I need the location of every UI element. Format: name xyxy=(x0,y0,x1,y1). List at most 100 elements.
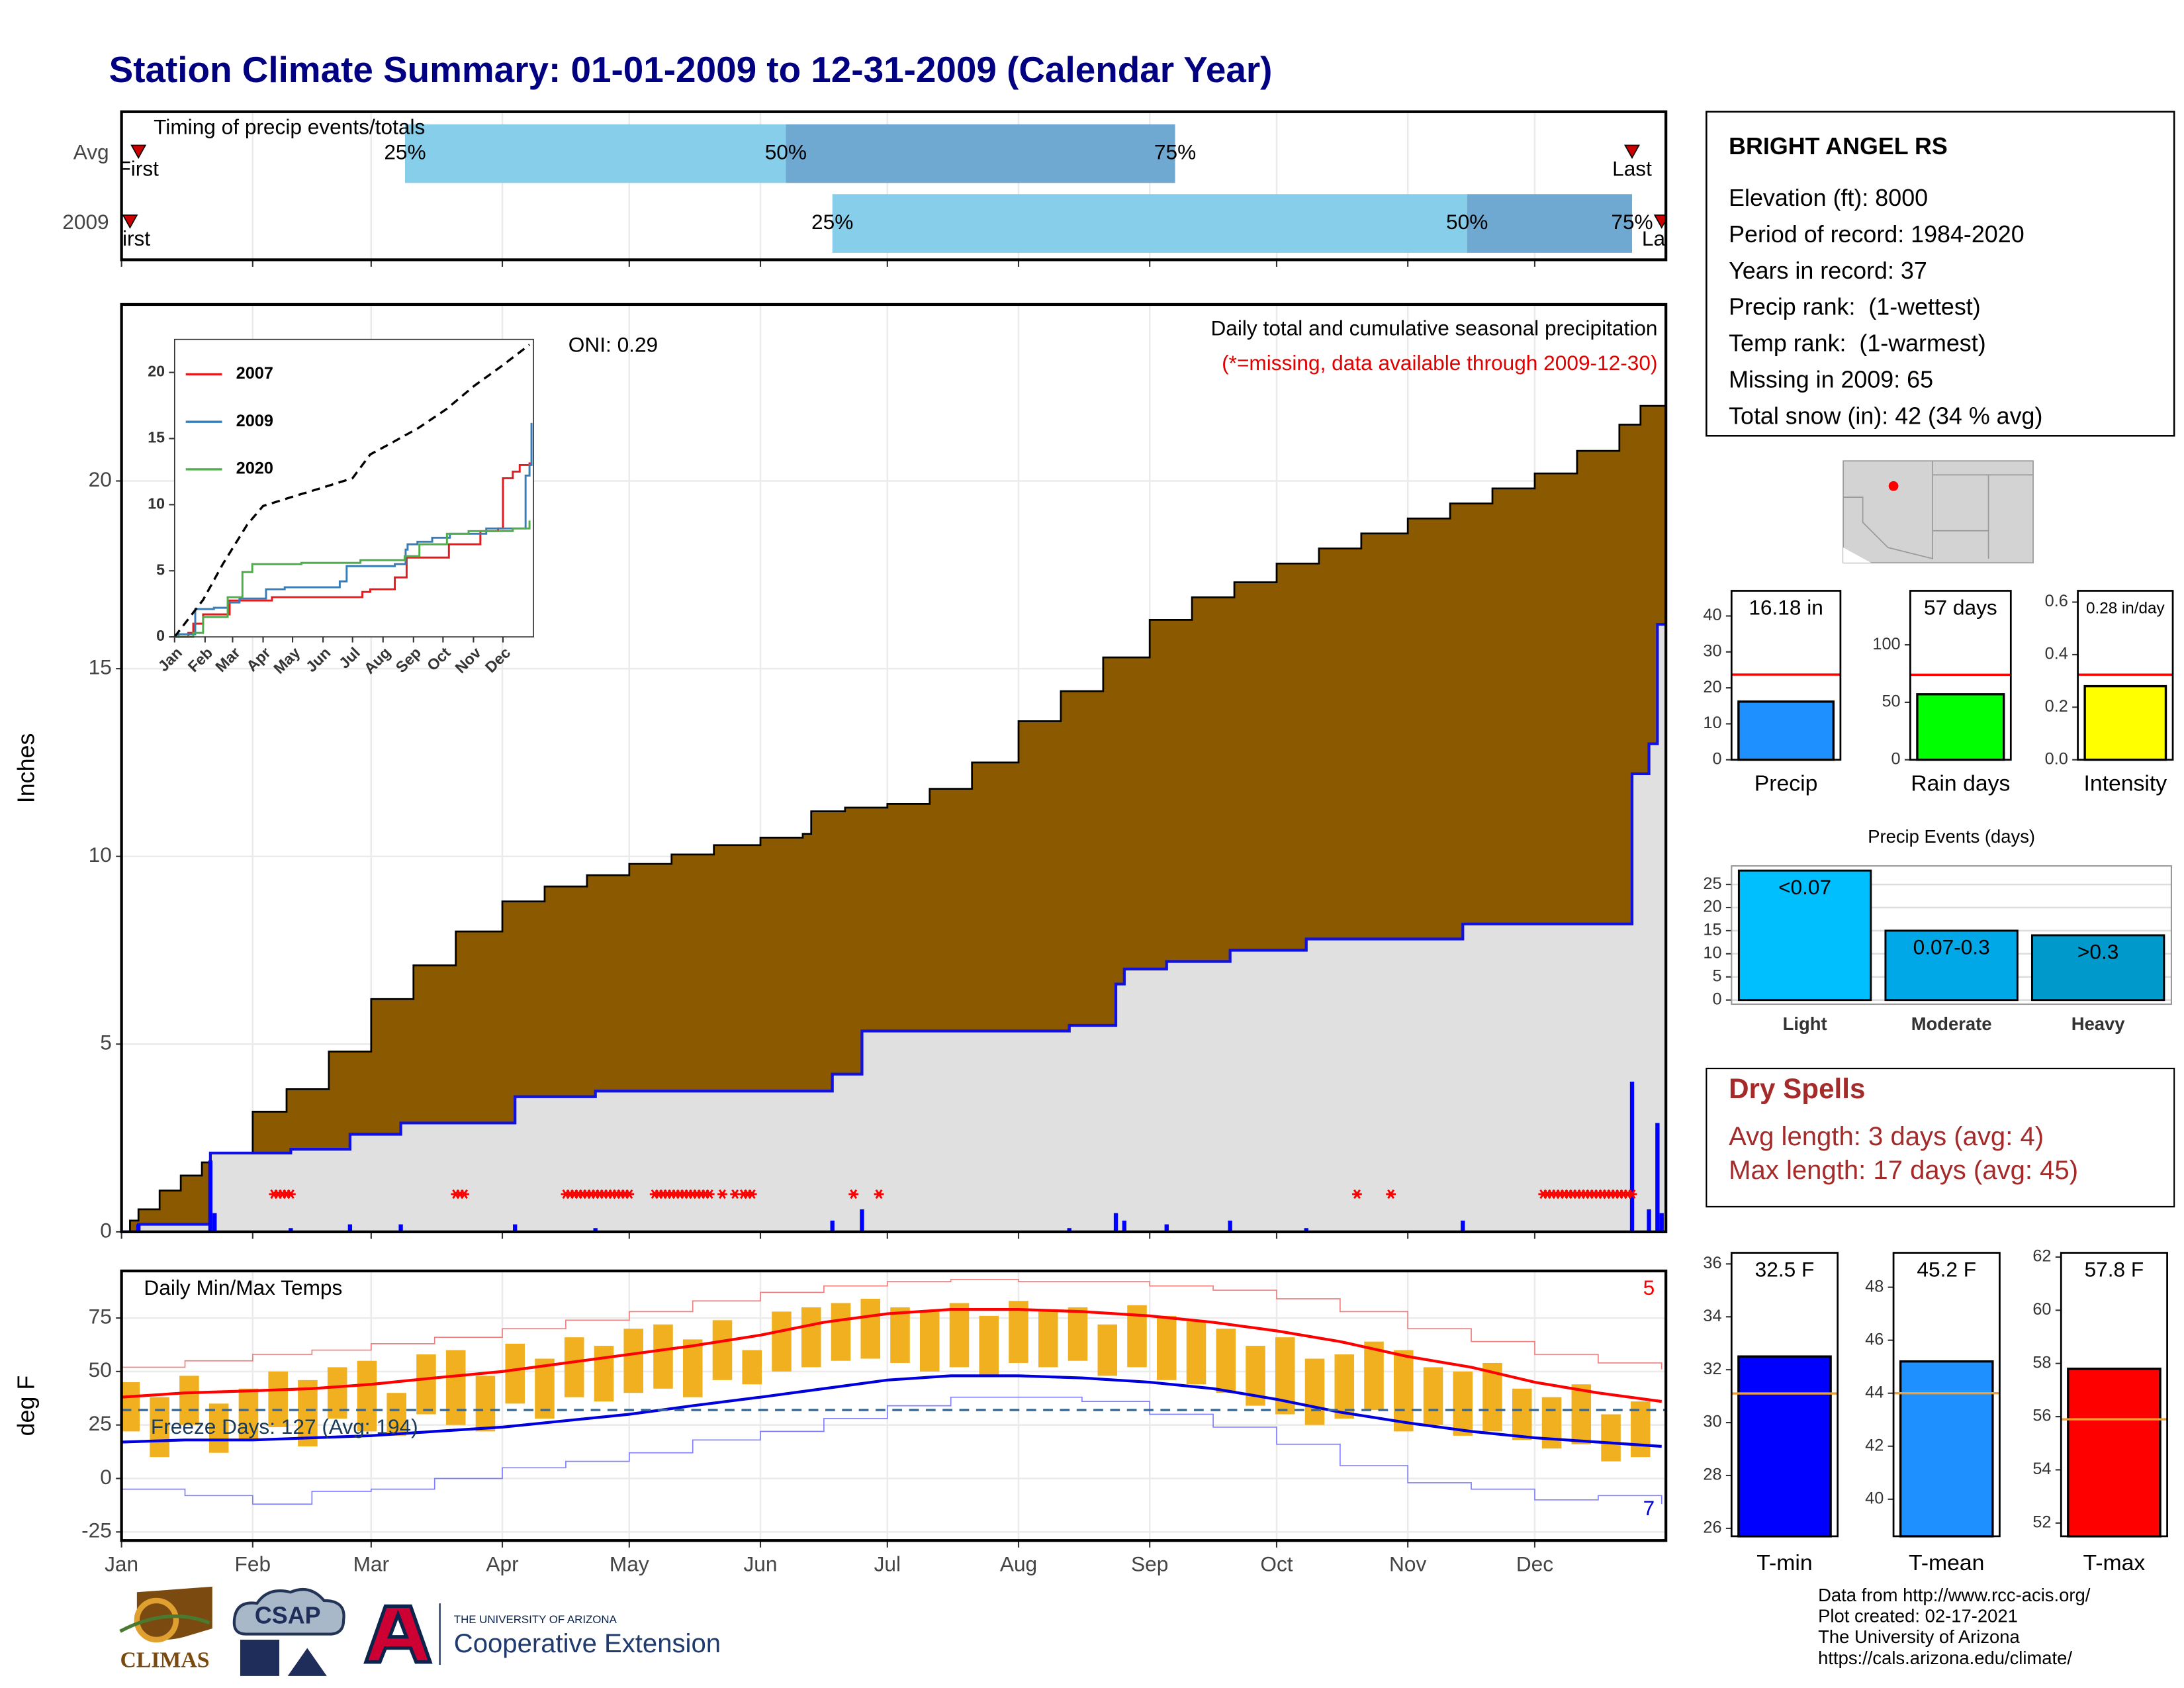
missing-marker xyxy=(1352,1189,1362,1199)
x-tick-label: Dec xyxy=(1516,1552,1553,1576)
timing-label: Last xyxy=(1612,157,1652,181)
panel-title: Timing of precip events/totals xyxy=(154,115,425,138)
extension-text: Cooperative Extension xyxy=(454,1629,721,1658)
missing-marker xyxy=(1386,1189,1396,1199)
daily-temp-bar xyxy=(120,1382,140,1432)
missing-marker xyxy=(747,1189,757,1199)
record-line xyxy=(121,1279,1662,1370)
average-line xyxy=(121,1308,1662,1403)
daily-temp-bar xyxy=(416,1354,436,1415)
missing-marker xyxy=(459,1189,469,1199)
x-tick-label: Sep xyxy=(1131,1552,1168,1576)
timing-label: 75% xyxy=(1154,140,1196,164)
y-axis-label: Inches xyxy=(13,733,40,804)
y-tick-label: 0.6 xyxy=(2045,592,2068,610)
daily-temp-bar xyxy=(653,1324,673,1389)
bar xyxy=(1884,929,2019,1002)
daily-temp-bar xyxy=(1453,1371,1473,1436)
missing-marker xyxy=(848,1189,859,1199)
daily-temp-bar xyxy=(208,1403,229,1453)
bar xyxy=(1916,693,2005,761)
station-line: Period of record: 1984-2020 xyxy=(1729,221,2025,248)
panel-background xyxy=(174,339,534,637)
daily-temp-bar xyxy=(475,1376,496,1432)
value-label: 45.2 F xyxy=(1917,1257,1976,1281)
station-line: Years in record: 37 xyxy=(1729,258,1927,284)
university-text: THE UNIVERSITY OF ARIZONA xyxy=(454,1613,617,1626)
panel-title: Daily Min/Max Temps xyxy=(144,1276,342,1299)
dry-spells-line: Max length: 17 days (avg: 45) xyxy=(1729,1156,2078,1185)
daily-temp-bar xyxy=(1216,1329,1236,1393)
daily-bar xyxy=(830,1220,835,1232)
dry-spells-title: Dry Spells xyxy=(1729,1073,1865,1104)
daily-temp-bar xyxy=(564,1337,584,1397)
category-label: T-min xyxy=(1756,1550,1812,1575)
event-marker xyxy=(122,214,138,229)
category-label: Light xyxy=(1783,1013,1827,1034)
timing-label: 25% xyxy=(811,210,853,234)
daily-temp-bar xyxy=(1009,1301,1028,1363)
panel-subtitle: Daily total and cumulative seasonal prec… xyxy=(1210,316,1657,340)
series-line xyxy=(173,344,531,638)
daily-temp-bar xyxy=(890,1307,910,1363)
daily-bar xyxy=(1122,1220,1126,1232)
missing-marker xyxy=(624,1189,635,1199)
station-line: Elevation (ft): 8000 xyxy=(1729,185,1928,211)
daily-bar xyxy=(1461,1220,1465,1232)
x-tick-label: Oct xyxy=(1260,1552,1293,1576)
daily-temp-bar xyxy=(298,1380,318,1446)
station-line: Precip rank: (1-wettest) xyxy=(1729,294,1981,320)
legend-label: 2007 xyxy=(236,364,273,383)
daily-bar xyxy=(1647,1209,1651,1232)
y-tick-label: 42 xyxy=(1865,1436,1884,1454)
timing-label: First xyxy=(118,157,159,181)
daily-temp-bar xyxy=(860,1299,881,1359)
daily-temp-bar xyxy=(268,1371,288,1427)
daily-bar xyxy=(289,1228,293,1232)
daily-temp-bar xyxy=(179,1376,199,1425)
y-tick-label: 26 xyxy=(1703,1519,1721,1537)
timing-label: 25% xyxy=(384,140,426,164)
category-label: T-max xyxy=(2083,1550,2146,1575)
daily-bar xyxy=(136,1224,141,1232)
csap-cloud xyxy=(232,1587,345,1636)
daily-temp-bar xyxy=(1097,1324,1118,1376)
chart-title: Station Climate Summary: 01-01-2009 to 1… xyxy=(109,49,1273,90)
y-tick-label: 20 xyxy=(89,467,112,491)
bin-label: <0.07 xyxy=(1778,875,1831,899)
footer-line: https://cals.arizona.edu/climate/ xyxy=(1818,1648,2072,1668)
value-label: 32.5 F xyxy=(1755,1257,1815,1281)
daily-temp-bar xyxy=(150,1397,169,1458)
daily-temp-bar xyxy=(831,1303,851,1361)
y-tick-label: 25 xyxy=(1703,874,1721,893)
csap-icons xyxy=(240,1639,327,1676)
panel-frame xyxy=(1730,1252,1839,1538)
daily-bar xyxy=(1164,1224,1169,1232)
daily-temp-bar xyxy=(238,1388,259,1440)
daily-bar xyxy=(1659,1213,1664,1232)
y-tick-label: 0 xyxy=(1712,990,1721,1008)
daily-bar xyxy=(347,1224,353,1232)
event-marker xyxy=(1624,144,1641,160)
event-marker xyxy=(130,144,147,160)
quartile-bar xyxy=(832,194,1467,253)
ua-logo xyxy=(363,1604,433,1664)
average-line xyxy=(121,1374,1662,1448)
timing-label: 50% xyxy=(765,140,807,164)
climas-text: CLIMAS xyxy=(120,1648,210,1673)
panel-frame xyxy=(120,303,1668,1234)
map-region xyxy=(1843,460,2034,564)
y-tick-label: 5 xyxy=(156,561,165,578)
daily-bar xyxy=(1113,1213,1118,1232)
x-tick-label: Jul xyxy=(874,1552,901,1576)
y-tick-label: 10 xyxy=(148,494,165,512)
y-tick-label: 20 xyxy=(148,363,165,380)
panel-frame xyxy=(1731,865,2172,1006)
y-tick-label: 50 xyxy=(1882,692,1900,711)
missing-marker xyxy=(285,1189,296,1199)
y-tick-label: 30 xyxy=(1703,642,1721,661)
x-tick-label: Feb xyxy=(235,1552,271,1576)
y-tick-label: 50 xyxy=(89,1358,112,1382)
panel-frame xyxy=(173,338,534,637)
